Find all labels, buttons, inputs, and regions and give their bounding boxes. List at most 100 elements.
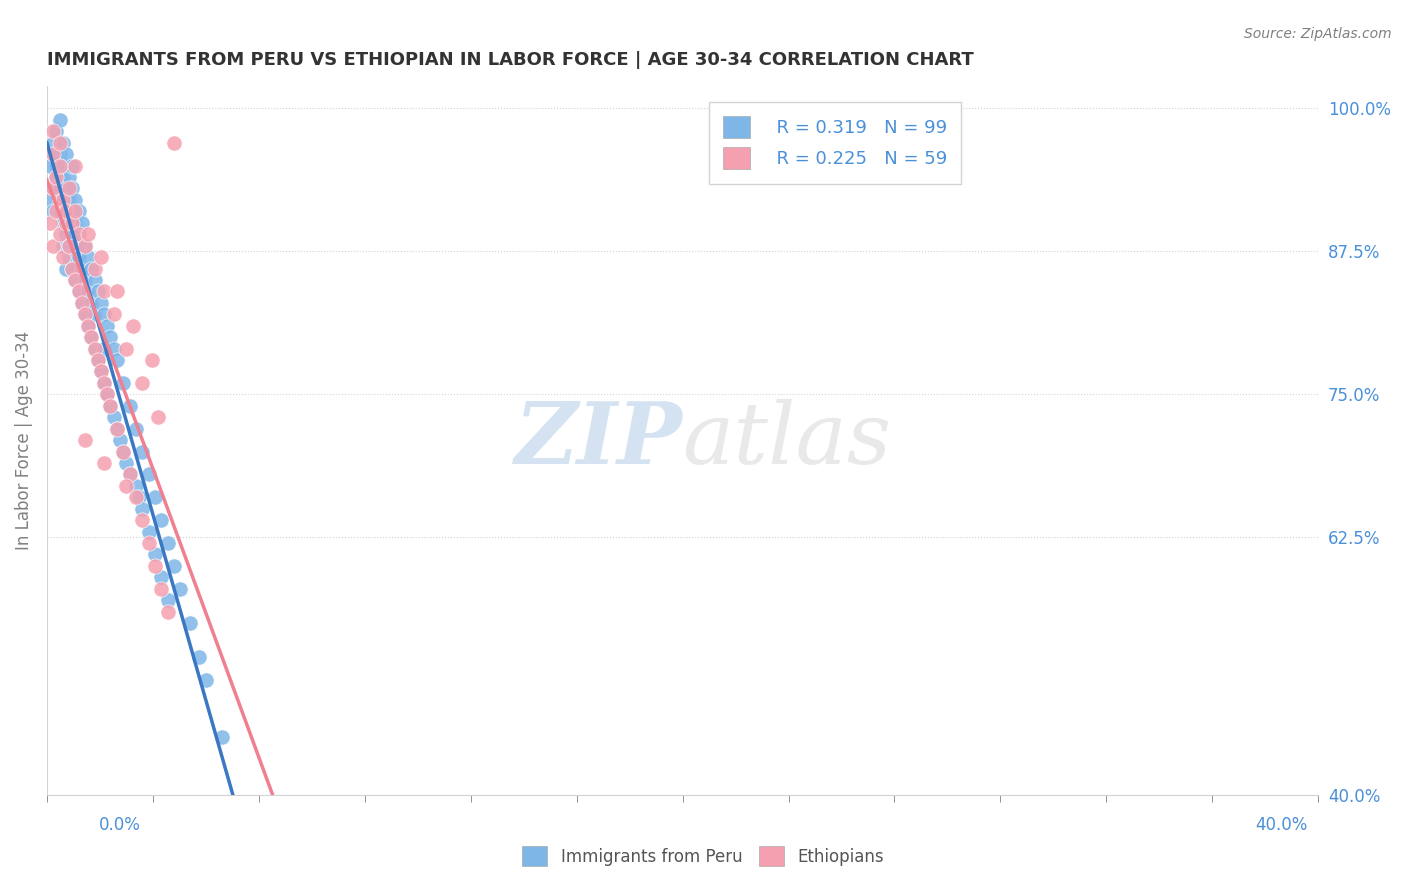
Point: [70, 261, 93, 276]
Point: [80, 330, 103, 344]
Point: [103, 307, 125, 321]
Point: [80, 330, 103, 344]
Point: [58, 238, 80, 252]
Point: [103, 410, 125, 425]
Text: atlas: atlas: [682, 399, 891, 482]
Point: [48, 112, 70, 127]
Point: [105, 422, 128, 436]
Point: [39, 193, 62, 207]
Point: [138, 536, 160, 550]
Point: [211, 731, 233, 745]
Point: [67, 227, 90, 242]
Point: [67, 204, 90, 219]
Point: [58, 193, 80, 207]
Point: [70, 216, 93, 230]
Point: [90, 364, 112, 378]
Point: [138, 467, 160, 482]
Point: [52, 169, 75, 184]
Point: [55, 227, 77, 242]
Point: [83, 273, 105, 287]
Point: [96, 318, 118, 333]
Point: [55, 204, 77, 219]
Point: [42, 238, 65, 252]
Text: ZIP: ZIP: [515, 399, 682, 482]
Point: [96, 387, 118, 401]
Point: [156, 536, 179, 550]
Point: [60, 216, 83, 230]
Point: [131, 501, 153, 516]
Point: [80, 261, 103, 276]
Point: [55, 147, 77, 161]
Point: [67, 227, 90, 242]
Text: 40.0%: 40.0%: [1256, 816, 1308, 834]
Point: [45, 147, 67, 161]
Point: [163, 136, 186, 150]
Point: [60, 261, 83, 276]
Point: [48, 159, 70, 173]
Point: [141, 353, 163, 368]
Point: [93, 342, 115, 356]
Point: [58, 169, 80, 184]
Point: [87, 353, 110, 368]
Point: [83, 342, 105, 356]
Point: [143, 490, 166, 504]
Point: [55, 204, 77, 219]
Point: [96, 387, 118, 401]
Point: [45, 169, 67, 184]
Point: [65, 273, 87, 287]
Point: [121, 318, 143, 333]
Point: [48, 193, 70, 207]
Point: [45, 204, 67, 219]
Point: [77, 227, 100, 242]
Point: [103, 342, 125, 356]
Point: [65, 204, 87, 219]
Point: [52, 193, 75, 207]
Point: [55, 261, 77, 276]
Point: [70, 295, 93, 310]
Point: [77, 285, 100, 299]
Point: [48, 204, 70, 219]
Point: [80, 295, 103, 310]
Point: [112, 444, 135, 458]
Point: [169, 582, 191, 596]
Point: [65, 273, 87, 287]
Point: [73, 238, 96, 252]
Point: [52, 238, 75, 252]
Point: [67, 285, 90, 299]
Point: [93, 285, 115, 299]
Point: [45, 159, 67, 173]
Point: [188, 650, 211, 665]
Point: [45, 124, 67, 138]
Point: [73, 307, 96, 321]
Point: [73, 433, 96, 447]
Point: [143, 558, 166, 573]
Point: [67, 285, 90, 299]
Point: [52, 136, 75, 150]
Point: [77, 318, 100, 333]
Point: [65, 159, 87, 173]
Point: [39, 216, 62, 230]
Point: [143, 548, 166, 562]
Point: [105, 422, 128, 436]
Point: [93, 307, 115, 321]
Legend: Immigrants from Peru, Ethiopians: Immigrants from Peru, Ethiopians: [513, 838, 893, 875]
Point: [131, 376, 153, 390]
Point: [42, 147, 65, 161]
Point: [42, 136, 65, 150]
Point: [156, 605, 179, 619]
Point: [138, 524, 160, 539]
Point: [65, 216, 87, 230]
Point: [118, 467, 141, 482]
Point: [100, 330, 122, 344]
Point: [83, 307, 105, 321]
Point: [163, 558, 186, 573]
Point: [179, 616, 201, 631]
Point: [105, 285, 128, 299]
Point: [73, 307, 96, 321]
Point: [128, 490, 150, 504]
Text: Source: ZipAtlas.com: Source: ZipAtlas.com: [1244, 27, 1392, 41]
Point: [55, 216, 77, 230]
Point: [125, 422, 148, 436]
Point: [52, 250, 75, 264]
Text: 0.0%: 0.0%: [98, 816, 141, 834]
